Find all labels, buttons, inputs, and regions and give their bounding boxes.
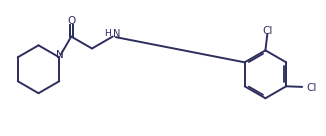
Text: N: N bbox=[56, 50, 64, 60]
Text: Cl: Cl bbox=[262, 26, 273, 36]
Text: N: N bbox=[113, 29, 121, 39]
Text: Cl: Cl bbox=[306, 83, 316, 93]
Text: O: O bbox=[67, 16, 75, 26]
Text: H: H bbox=[104, 29, 111, 38]
